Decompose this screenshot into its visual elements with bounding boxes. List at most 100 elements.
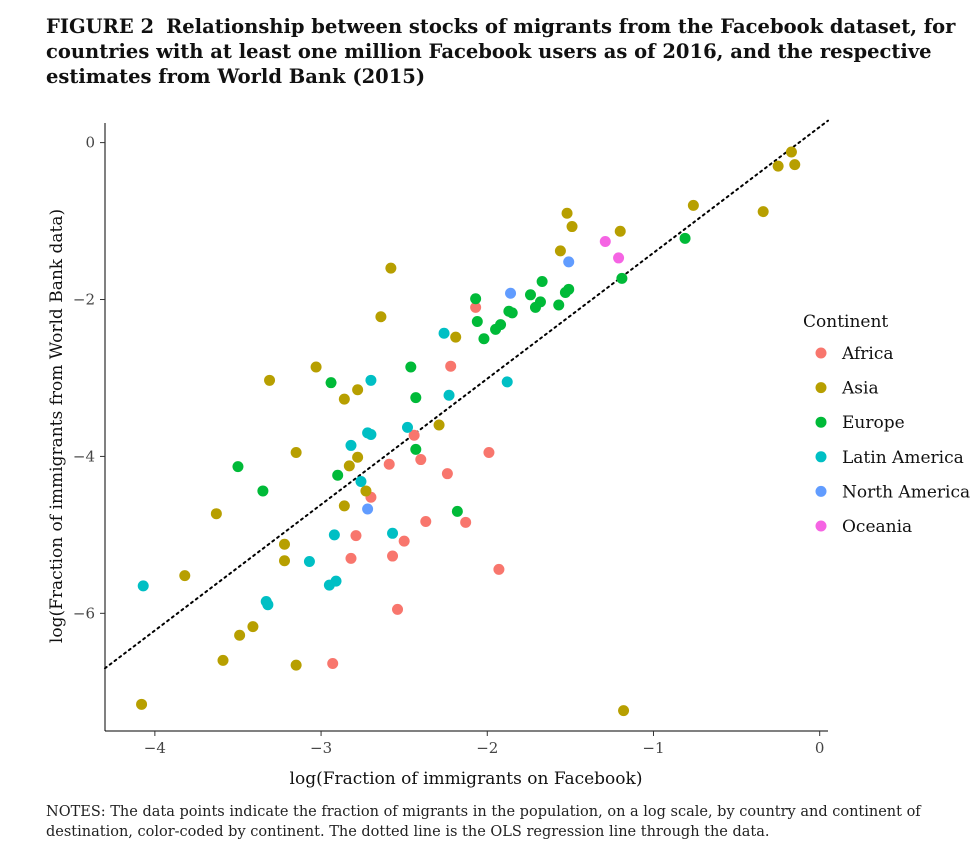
data-point [561,207,573,219]
data-point [614,225,626,237]
data-point [365,374,377,386]
data-point [327,658,339,670]
series-north-america [362,256,575,515]
data-point [618,705,630,717]
x-tick-label: −1 [642,739,664,757]
data-point [566,221,578,233]
data-point [401,421,413,433]
data-point [383,458,395,470]
data-point [352,384,364,396]
data-point [398,535,410,547]
data-point [262,599,274,611]
legend-label: Latin America [842,448,964,468]
data-point [338,393,350,405]
x-tick-label: −4 [144,739,166,757]
y-axis-title: log(Fraction of immigrants from World Ba… [47,209,67,643]
data-point [410,392,422,404]
data-point [136,698,148,710]
legend-title: Continent [803,312,888,332]
data-point [772,160,784,172]
legend-label: Africa [841,344,894,364]
data-point [247,621,259,633]
data-point [360,485,372,497]
data-points [136,146,801,717]
data-point [445,360,457,372]
y-tick-label: −2 [73,291,95,309]
x-tick-label: −2 [476,739,498,757]
x-tick-label: 0 [815,739,825,757]
figure-notes: NOTES: The data points indicate the frac… [46,804,921,840]
data-point [613,252,625,264]
data-point [210,508,222,520]
data-point [450,331,462,343]
data-point [352,451,364,463]
data-point [310,361,322,373]
data-point [478,333,490,345]
data-point [483,446,495,458]
data-point [343,460,355,472]
y-tick-label: 0 [85,134,95,152]
data-point [505,287,517,299]
data-point [328,529,340,541]
data-point [279,538,291,550]
data-point [471,315,483,327]
data-point [345,439,357,451]
legend-marker [815,520,827,532]
data-point [554,245,566,257]
legend-marker [815,485,827,497]
ols-regression-line [104,119,829,670]
data-point [387,527,399,539]
legend-item: Europe [815,413,905,433]
data-point [559,286,571,298]
legend: Continent Africa Asia Europe Latin America N… [803,312,970,537]
data-point [789,159,801,171]
data-point [365,428,377,440]
data-point [460,516,472,528]
data-point [279,555,291,567]
series-latin-america [137,327,513,611]
legend-marker [815,382,827,394]
data-point [385,262,397,274]
figure-title-text: Relationship between stocks of migrants … [46,15,956,88]
data-point [553,299,565,311]
legend-marker [815,451,827,463]
series-europe [232,232,691,517]
data-point [506,307,518,319]
data-point [392,603,404,615]
legend-label: Oceania [842,517,912,537]
data-point [325,377,337,389]
legend-item: Africa [815,344,894,364]
data-point [493,563,505,575]
data-point [443,389,455,401]
data-point [375,311,387,323]
series-asia [136,146,801,717]
data-point [433,419,445,431]
data-point [410,443,422,455]
legend-label: Asia [841,379,879,399]
data-point [345,552,357,564]
legend-item: Asia [815,379,879,399]
data-point [264,374,276,386]
data-point [355,476,367,488]
data-point [290,446,302,458]
series-africa [327,301,505,670]
data-point [536,275,548,287]
y-tick-label: −4 [73,447,95,465]
data-point [687,199,699,211]
axes [104,123,828,732]
legend-item: Latin America [815,448,964,468]
legend-marker [815,347,827,359]
legend-item: Oceania [815,517,912,537]
data-point [405,361,417,373]
axis-ticks: −4 −3 −2 −1 0 −6 −4 −2 0 [73,134,825,757]
data-point [490,323,502,335]
data-point [350,530,362,542]
legend-label: Europe [842,413,905,433]
data-point [529,301,541,313]
data-point [451,505,463,517]
data-point [362,503,374,515]
data-point [501,376,513,388]
data-point [785,146,797,158]
data-point [179,570,191,582]
